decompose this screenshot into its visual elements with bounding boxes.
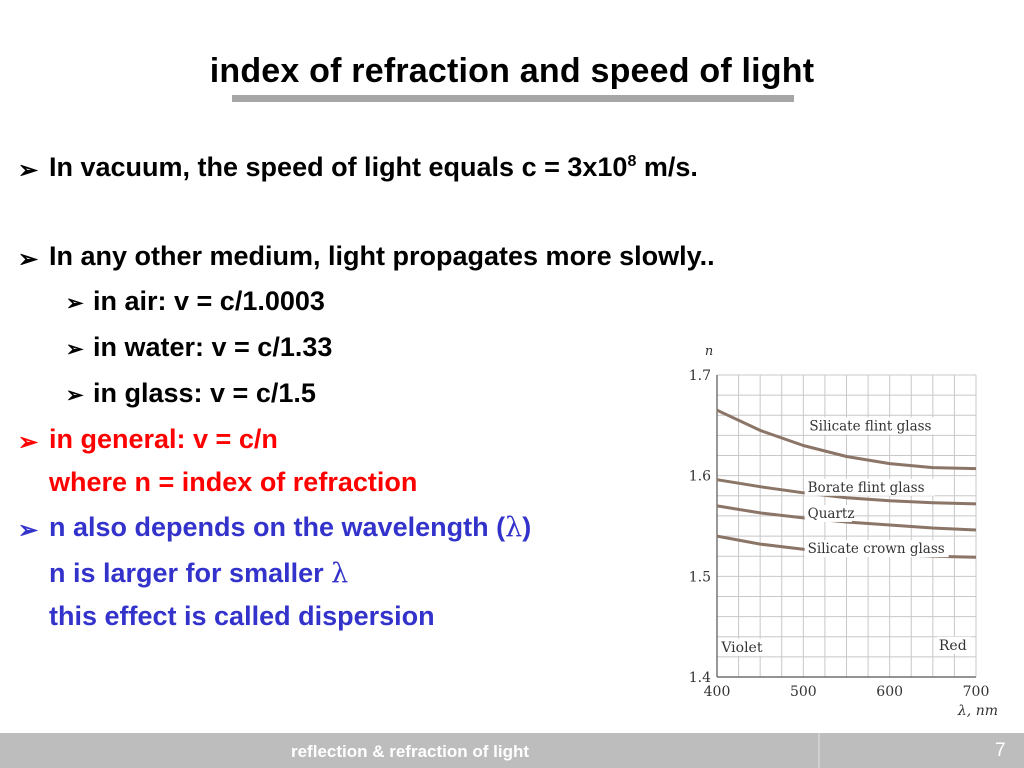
x-tick-label: 400 <box>704 684 731 700</box>
sub-arrow-icon: ➢ <box>66 292 84 315</box>
sub-arrow-icon: ➢ <box>66 384 84 407</box>
title-underline <box>232 95 794 102</box>
bullet-medium: In any other medium, light propagates mo… <box>49 241 715 271</box>
series-label: Silicate flint glass <box>809 418 931 434</box>
bullet-dispersion: this effect is called dispersion <box>49 601 435 631</box>
bullet-vacuum-text: In vacuum, the speed of light equals c =… <box>49 152 628 182</box>
annotation-bg <box>937 636 972 654</box>
lambda-symbol: λ <box>331 558 349 589</box>
series-label: Quartz <box>808 506 855 522</box>
bullet-vacuum: In vacuum, the speed of light equals c =… <box>49 152 698 183</box>
series-label-bg <box>804 504 853 522</box>
bullet-arrow-icon: ➢ <box>18 246 39 273</box>
bullet-wavelength-text: n also depends on the wavelength ( <box>49 512 506 542</box>
series-curve <box>716 478 977 506</box>
series-curve <box>716 408 977 471</box>
annotation-bg <box>718 638 769 656</box>
bullet-arrow-icon: ➢ <box>18 517 39 544</box>
y-tick-label: 1.5 <box>689 569 711 585</box>
page-number: 7 <box>995 740 1006 761</box>
y-axis-label: n <box>705 344 713 359</box>
bullet-general: in general: v = c/n <box>49 424 278 454</box>
series-label-bg <box>804 478 935 496</box>
y-tick-label: 1.4 <box>689 670 711 686</box>
bullet-arrow-icon: ➢ <box>18 157 39 184</box>
y-tick-label: 1.6 <box>689 469 711 485</box>
series-label: Borate flint glass <box>808 480 925 496</box>
bullet-general-where: where n = index of refraction <box>49 467 418 497</box>
series-curve <box>716 504 977 532</box>
bullet-wavelength: n also depends on the wavelength (λ) <box>49 512 531 543</box>
page-title: index of refraction and speed of light <box>209 52 815 90</box>
bullet-smaller-text: n is larger for smaller <box>49 558 332 588</box>
x-tick-label: 500 <box>790 684 817 700</box>
sub-bullet-air: in air: v = c/1.0003 <box>93 286 325 316</box>
sub-bullet-water: in water: v = c/1.33 <box>93 332 333 362</box>
sub-bullet-glass: in glass: v = c/1.5 <box>93 378 316 408</box>
closing-paren: ) <box>522 512 532 542</box>
bullet-arrow-icon: ➢ <box>18 429 39 456</box>
x-tick-label: 700 <box>963 684 990 700</box>
footer-bar: reflection & refraction of light 7 <box>0 733 1024 768</box>
exponent: 8 <box>627 153 637 170</box>
footer-title: reflection & refraction of light <box>290 742 530 761</box>
lambda-symbol: λ <box>505 512 523 543</box>
series-label: Silicate crown glass <box>808 541 945 557</box>
annotation-violet: Violet <box>720 640 763 656</box>
x-tick-label: 600 <box>876 684 903 700</box>
annotation-red: Red <box>939 638 967 654</box>
dispersion-chart: 1.4 1.5 1.6 1.7 400 500 600 700 n λ, nm Silicate f… <box>689 344 998 719</box>
series-label-bg <box>804 540 949 558</box>
bullet-vacuum-unit: m/s. <box>636 152 698 182</box>
series-label-bg <box>806 417 951 435</box>
x-axis-label: λ, nm <box>957 703 998 719</box>
bullet-smaller: n is larger for smaller λ <box>49 558 348 589</box>
y-tick-label: 1.7 <box>689 368 711 384</box>
sub-arrow-icon: ➢ <box>66 338 84 361</box>
footer-divider <box>818 733 820 768</box>
